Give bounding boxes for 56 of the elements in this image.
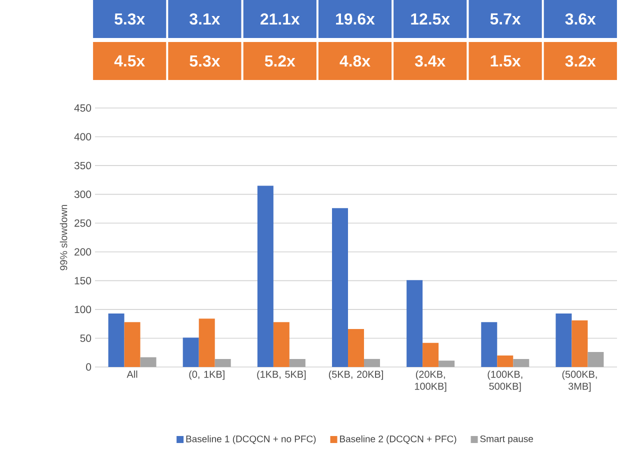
x-tick-label: (100KB, 500KB] <box>488 370 522 392</box>
text: 3.2x <box>565 55 596 67</box>
text: 3.1x <box>190 13 220 25</box>
bar <box>588 352 604 367</box>
x-tick-label: (1KB, 5KB] <box>257 370 306 380</box>
bar <box>182 338 199 367</box>
y-axis-title: 99% slowdown <box>60 204 68 270</box>
x-tick-label: (5KB, 20KB] <box>328 370 383 380</box>
y-tick-label: 200 <box>74 248 92 256</box>
y-tick-label: 350 <box>74 162 92 170</box>
text: 4.8x <box>340 55 370 67</box>
bar <box>364 358 380 367</box>
x-tick-label: (500KB, 3MB] <box>562 370 597 392</box>
y-tick-label: 0 <box>86 363 92 371</box>
text: 5.3x <box>190 55 220 67</box>
bar <box>124 322 140 367</box>
y-tick-label: 150 <box>74 276 92 284</box>
text: 19.6x <box>336 13 375 25</box>
y-tick-label: 100 <box>74 306 92 314</box>
text: 12.5x <box>411 13 450 25</box>
text: 1.5x <box>490 55 521 67</box>
text: 5.2x <box>264 55 296 67</box>
y-tick-label: 50 <box>80 334 92 342</box>
x-tick-label: All <box>126 370 138 378</box>
bar <box>572 320 588 367</box>
bar <box>140 357 156 367</box>
bar <box>422 342 439 367</box>
text: 3.4x <box>414 55 446 67</box>
legend-label: Baseline 1 (DCQCN + no PFC) <box>186 435 316 444</box>
bar <box>257 186 274 367</box>
text: 21.1x <box>260 13 300 25</box>
x-tick-label: (0, 1KB] <box>189 370 224 380</box>
text: 5.7x <box>490 13 521 25</box>
legend-label: Smart pause <box>480 435 534 444</box>
legend-label: Baseline 2 (DCQCN + PFC) <box>340 435 456 444</box>
bar <box>348 329 364 367</box>
bar <box>273 322 290 367</box>
bar <box>556 313 572 367</box>
bar <box>513 358 530 367</box>
y-tick-label: 450 <box>74 104 92 112</box>
x-tick-label: (20KB, 100KB] <box>415 370 446 392</box>
bar <box>108 313 124 367</box>
bar <box>438 360 455 367</box>
y-tick-label: 300 <box>74 190 92 198</box>
bar <box>406 280 423 367</box>
text: 3.6x <box>565 13 596 25</box>
bar <box>289 358 306 367</box>
y-tick-label: 400 <box>74 133 92 140</box>
y-tick-label: 250 <box>74 219 92 227</box>
bar <box>214 358 231 367</box>
bar <box>481 322 498 367</box>
text: 5.3x <box>114 13 145 25</box>
text: 4.5x <box>114 55 145 67</box>
bar <box>332 208 348 367</box>
bar <box>198 318 215 367</box>
bar <box>497 355 514 367</box>
